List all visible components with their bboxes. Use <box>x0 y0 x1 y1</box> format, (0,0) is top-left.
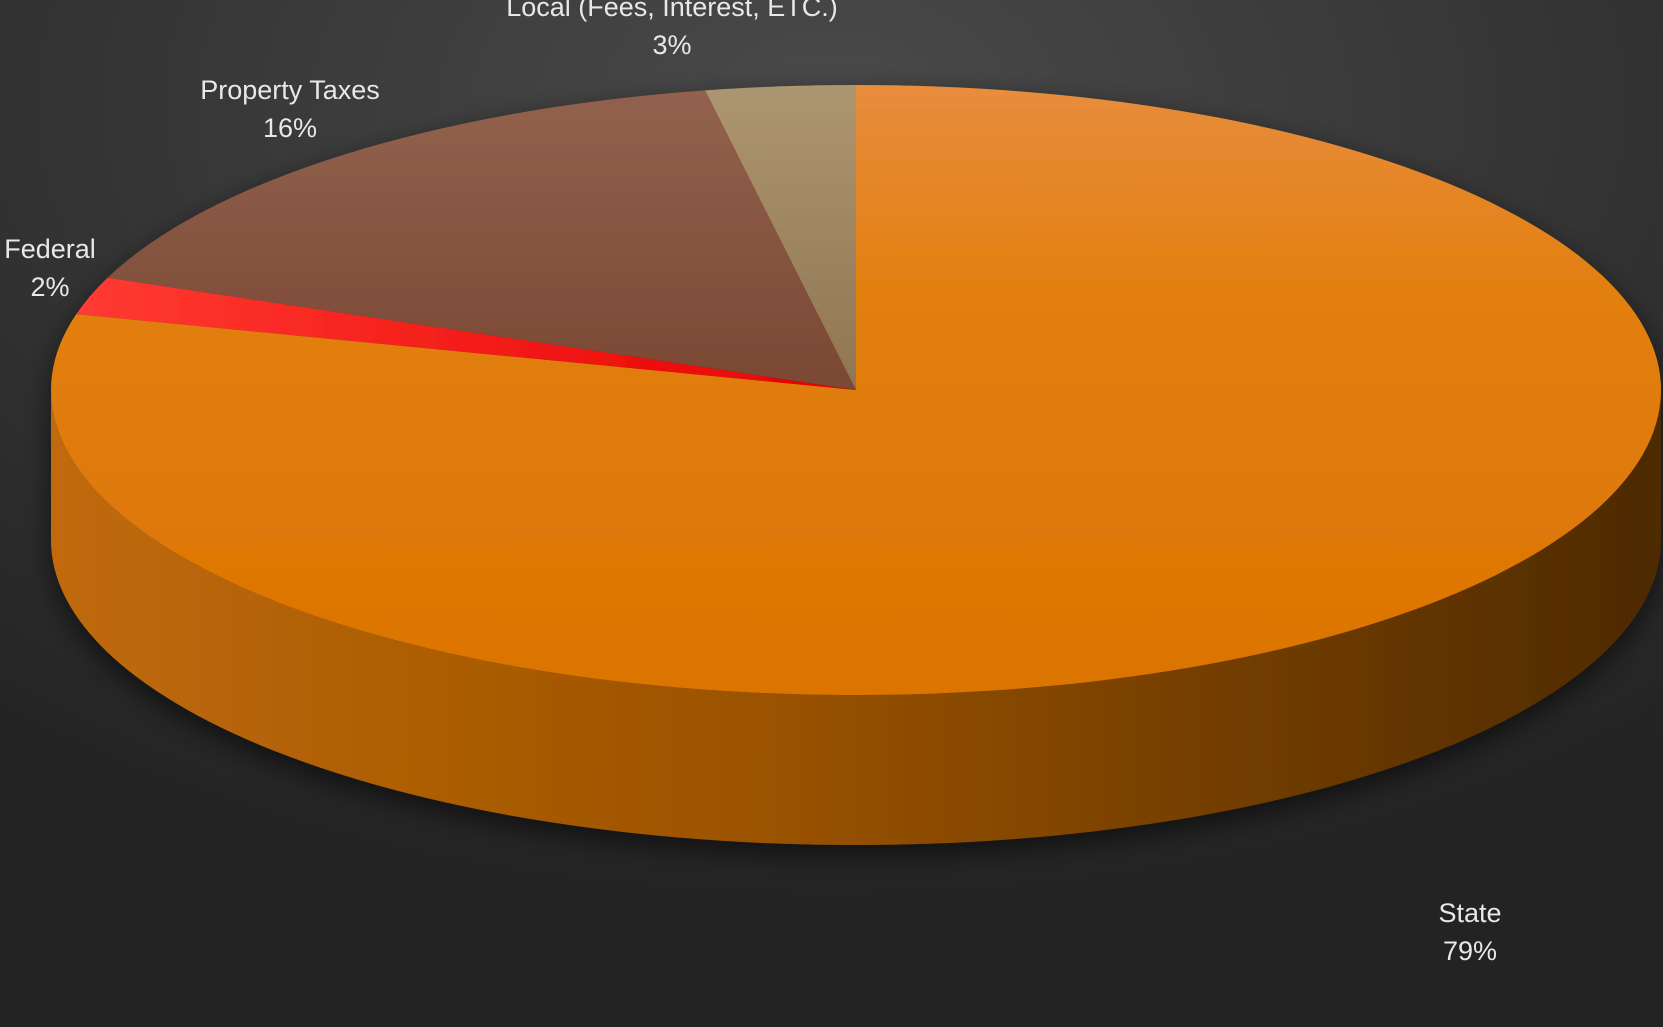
data-label-name: Local (Fees, Interest, ETC.) <box>506 0 838 22</box>
data-label-name: Property Taxes <box>200 75 380 105</box>
pie-slice-local-fees-interest-etc <box>705 85 856 390</box>
pie-slice-federal <box>76 277 857 390</box>
data-label-percent: 16% <box>263 113 317 143</box>
data-label-name: Federal <box>4 234 96 264</box>
pie-slice-property-taxes <box>107 90 857 390</box>
pie-slice-state <box>50 85 1661 696</box>
data-label-name: State <box>1438 898 1501 928</box>
data-label-percent: 3% <box>652 30 691 60</box>
data-label-percent: 2% <box>30 272 69 302</box>
pie-side-wall <box>51 390 1661 845</box>
data-label-percent: 79% <box>1443 936 1497 966</box>
